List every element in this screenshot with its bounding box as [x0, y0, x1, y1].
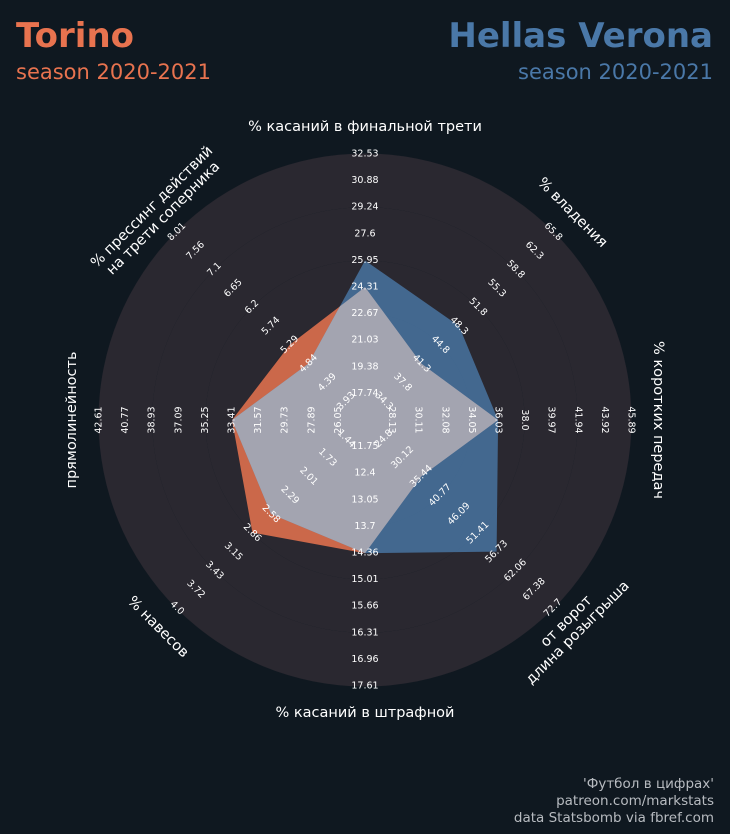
axis-tick-label: 31.57 [253, 406, 264, 433]
axis-title-line: % касаний в штрафной [276, 705, 455, 721]
axis-tick-label: 45.89 [626, 406, 637, 433]
axis-tick-label: 36.03 [493, 406, 504, 433]
radar-polygons [232, 260, 499, 554]
credit-line-1: 'Футбол в цифрах' [583, 776, 714, 792]
axis-tick-label: 15.01 [351, 574, 378, 585]
axis-tick-label: 39.97 [546, 406, 557, 433]
axis-tick-label: 42.61 [94, 406, 105, 433]
right-team-name: Hellas Verona [448, 16, 713, 56]
axis-title-line: прямолинейность [64, 351, 80, 488]
axis-tick-label: 34.05 [466, 406, 477, 433]
axis-tick-label: 33.41 [227, 406, 238, 433]
axis-tick-label: 27.89 [306, 406, 317, 433]
axis-tick-label: 29.73 [280, 406, 291, 433]
axis-title: прямолинейность [64, 351, 80, 488]
axis-tick-label: 22.67 [351, 308, 378, 319]
axis-title: % коротких передач [650, 341, 666, 499]
axis-tick-label: 43.92 [599, 406, 610, 433]
axis-tick-label: 41.94 [572, 406, 583, 433]
axis-tick-label: 17.74 [351, 388, 378, 399]
axis-tick-label: 11.75 [351, 441, 378, 452]
axis-tick-label: 30.11 [413, 406, 424, 433]
axis-tick-label: 12.4 [354, 468, 375, 479]
axis-tick-label: 32.53 [351, 149, 378, 160]
axis-tick-label: 21.03 [351, 335, 378, 346]
axis-tick-label: 16.31 [351, 627, 378, 638]
axis-tick-label: 26.05 [333, 406, 344, 433]
axis-title: % касаний в штрафной [276, 705, 455, 721]
right-team-season: season 2020-2021 [518, 60, 713, 84]
axis-title-line: % касаний в финальной трети [248, 119, 482, 135]
axis-tick-label: 29.24 [351, 202, 378, 213]
left-team-season: season 2020-2021 [16, 60, 211, 84]
axis-tick-label: 25.95 [351, 255, 378, 266]
axis-tick-label: 28.13 [386, 406, 397, 433]
axis-title: % касаний в финальной трети [248, 119, 482, 135]
axis-tick-label: 14.36 [351, 548, 378, 559]
axis-tick-label: 15.66 [351, 601, 378, 612]
axis-tick-label: 38.93 [147, 406, 158, 433]
axis-tick-label: 37.09 [173, 406, 184, 433]
axis-tick-label: 27.6 [354, 228, 375, 239]
axis-tick-label: 13.05 [351, 494, 378, 505]
axis-tick-label: 24.31 [351, 282, 378, 293]
axis-title-line: % коротких передач [650, 341, 666, 499]
left-team-name: Torino [16, 16, 135, 56]
axis-tick-label: 19.38 [351, 361, 378, 372]
credit-line-3: data Statsbomb via fbref.com [513, 810, 714, 826]
axis-tick-label: 40.77 [120, 406, 131, 433]
axis-tick-label: 35.25 [200, 406, 211, 433]
axis-tick-label: 13.7 [354, 521, 375, 532]
credit-line-2: patreon.com/markstats [556, 793, 714, 809]
axis-tick-label: 32.08 [439, 406, 450, 433]
axis-tick-label: 17.61 [351, 681, 378, 692]
axis-tick-label: 16.96 [351, 654, 378, 665]
axis-tick-label: 38.0 [519, 409, 530, 430]
axis-tick-label: 30.88 [351, 175, 378, 186]
